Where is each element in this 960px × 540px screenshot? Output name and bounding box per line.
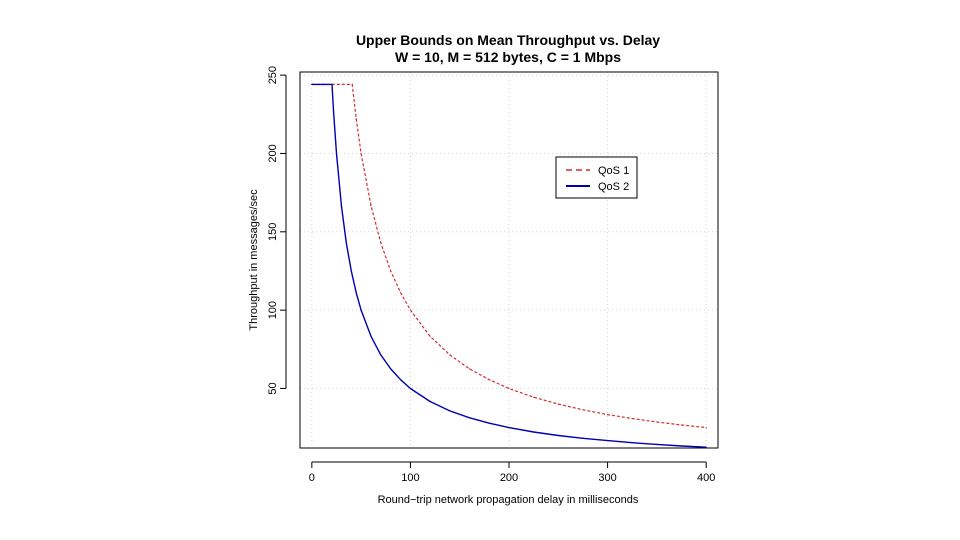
data-point-qos1 [399, 292, 402, 294]
data-point-qos2 [508, 427, 510, 429]
data-point-qos2 [533, 431, 535, 433]
y-axis-label: Throughput in messages/sec [248, 189, 260, 331]
legend-box [555, 156, 638, 199]
axes: 0 100 200 300 400 50 100 150 200 250 [267, 66, 715, 484]
data-point-qos2 [409, 387, 412, 390]
x-axis-label: Round−trip network propagation delay in … [378, 494, 639, 506]
x-tick-label: 400 [697, 472, 715, 484]
legend-label-qos2: QoS 2 [598, 181, 629, 193]
chart-title: Upper Bounds on Mean Throughput vs. Dela… [356, 32, 660, 48]
data-point-qos2 [380, 354, 382, 356]
data-point-qos2 [680, 445, 683, 447]
data-point-qos1 [390, 270, 392, 272]
series-line-qos1 [311, 83, 707, 429]
data-point-qos1 [508, 387, 510, 390]
data-point-qos2 [311, 83, 313, 85]
data-point-qos2 [488, 422, 490, 424]
data-point-qos2 [468, 417, 471, 419]
data-point-qos1 [606, 414, 609, 416]
data-point-qos2 [355, 292, 357, 294]
data-point-qos2 [345, 242, 347, 244]
grid-lines [300, 72, 718, 448]
chart-subtitle: W = 10, M = 512 bytes, C = 1 Mbps [395, 49, 621, 65]
y-tick-label: 250 [267, 66, 279, 84]
data-point-qos2 [449, 410, 451, 412]
data-point-qos1 [557, 403, 559, 405]
data-point-qos1 [380, 242, 382, 244]
data-point-qos2 [332, 110, 335, 112]
data-point-qos1 [355, 118, 357, 120]
data-point-qos2 [340, 205, 343, 207]
data-point-qos1 [631, 417, 633, 420]
data-point-qos2 [656, 443, 658, 445]
data-point-qos1 [429, 335, 431, 337]
y-tick-label: 50 [267, 382, 279, 394]
y-tick-label: 150 [267, 223, 279, 241]
legend: QoS 1 QoS 2 [555, 156, 638, 199]
data-point-qos1 [409, 309, 412, 311]
data-point-qos2 [390, 368, 392, 370]
legend-label-qos1: QoS 1 [598, 165, 629, 177]
data-point-qos1 [533, 396, 535, 398]
x-tick-label: 200 [500, 472, 518, 484]
series-layer [311, 83, 707, 448]
data-point-qos1 [680, 424, 683, 426]
data-point-qos1 [468, 368, 471, 370]
y-tick-label: 100 [267, 301, 279, 319]
data-point-qos2 [631, 442, 633, 444]
y-tick-label: 200 [267, 144, 279, 162]
data-point-qos2 [606, 440, 609, 442]
x-tick-label: 100 [401, 472, 419, 484]
data-point-qos2 [335, 152, 338, 155]
data-point-qos1 [656, 421, 658, 423]
data-point-qos2 [399, 379, 402, 381]
data-point-qos1 [360, 152, 362, 155]
data-point-qos2 [350, 270, 352, 272]
data-point-qos1 [351, 83, 353, 85]
data-point-qos2 [705, 446, 707, 448]
x-tick-label: 0 [309, 472, 315, 484]
data-point-qos2 [360, 309, 362, 311]
data-point-qos2 [429, 400, 431, 403]
x-tick-label: 300 [598, 472, 616, 484]
data-point-qos1 [370, 205, 372, 207]
data-point-qos1 [582, 409, 584, 411]
data-point-qos2 [331, 83, 333, 85]
data-point-qos1 [488, 379, 490, 381]
data-point-qos1 [449, 354, 451, 356]
data-point-qos2 [370, 335, 372, 337]
plot-frame [299, 71, 719, 449]
data-point-qos1 [705, 427, 707, 429]
data-point-qos2 [582, 437, 584, 439]
data-point-qos2 [557, 434, 559, 437]
